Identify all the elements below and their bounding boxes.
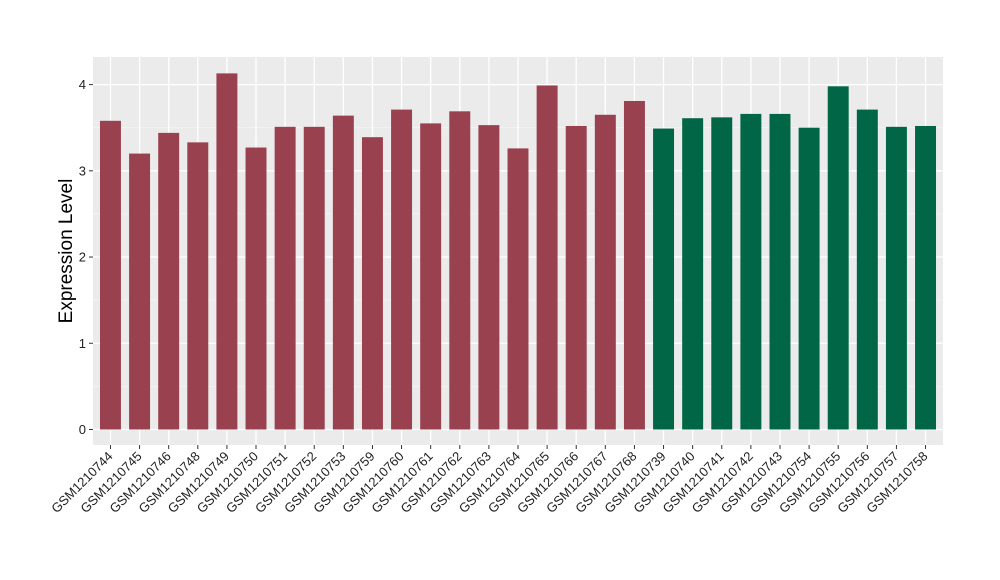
y-tick-label: 1	[79, 336, 86, 351]
x-axis-ticks: GSM1210744GSM1210745GSM1210746GSM1210748…	[48, 445, 931, 516]
bar-GSM1210754	[798, 127, 820, 430]
bar-GSM1210766	[565, 125, 587, 430]
bar-GSM1210757	[885, 126, 907, 430]
y-tick-label: 3	[79, 163, 86, 178]
bar-GSM1210753	[332, 115, 354, 430]
y-axis-title: Expression Level	[56, 179, 77, 324]
bar-GSM1210750	[245, 147, 267, 430]
bar-GSM1210765	[536, 85, 558, 430]
y-tick-label: 4	[79, 77, 86, 92]
bar-GSM1210740	[682, 118, 704, 430]
y-tick-label: 2	[79, 250, 86, 265]
bar-GSM1210763	[478, 125, 500, 430]
bar-GSM1210768	[623, 100, 645, 430]
bar-GSM1210739	[653, 128, 675, 430]
bar-GSM1210744	[99, 120, 121, 430]
bar-GSM1210760	[391, 109, 413, 430]
bar-GSM1210741	[711, 117, 733, 430]
bar-GSM1210749	[216, 73, 238, 430]
bar-GSM1210748	[187, 142, 209, 430]
bar-GSM1210743	[769, 113, 791, 430]
bar-GSM1210767	[594, 114, 616, 430]
bar-GSM1210745	[129, 153, 151, 430]
bar-GSM1210761	[420, 123, 442, 430]
bars	[99, 73, 937, 430]
bar-GSM1210751	[274, 126, 296, 430]
bar-GSM1210758	[915, 125, 937, 430]
bar-GSM1210759	[361, 137, 383, 430]
bar-GSM1210764	[507, 148, 529, 430]
bar-GSM1210755	[827, 86, 849, 430]
bar-GSM1210762	[449, 111, 471, 430]
bar-GSM1210756	[856, 109, 878, 430]
y-axis-ticks: 0 1 2 3 4	[79, 77, 93, 437]
bar-GSM1210752	[303, 126, 325, 430]
y-tick-label: 0	[79, 422, 86, 437]
bar-GSM1210742	[740, 113, 762, 430]
bar-GSM1210746	[158, 132, 180, 430]
